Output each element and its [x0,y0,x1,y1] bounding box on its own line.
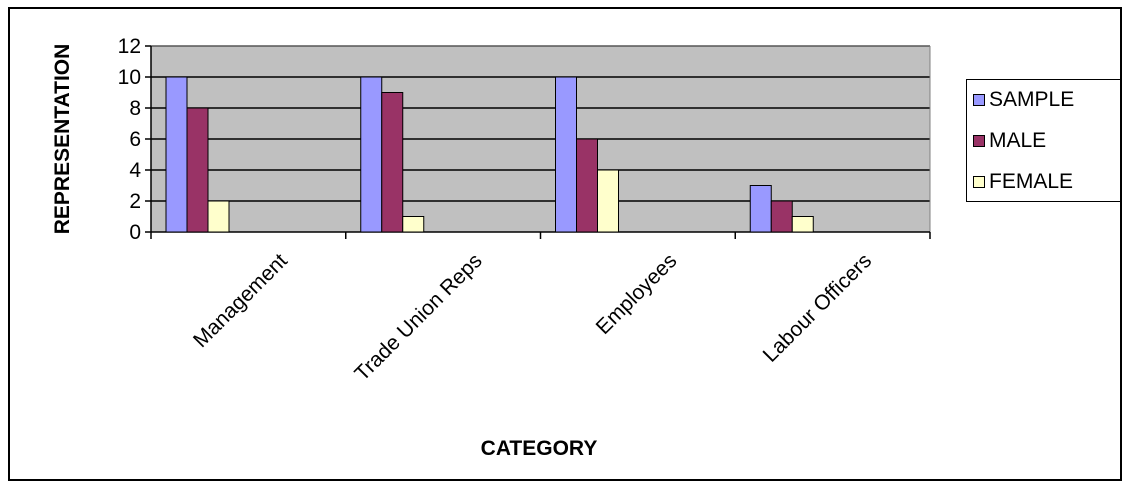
legend: SAMPLE MALE FEMALE [966,79,1121,202]
x-axis-title: CATEGORY [481,437,598,460]
x-tick-label: Management [189,249,292,352]
x-tick-label: Employees [592,249,682,339]
bar-male-trade-union-reps [381,92,404,233]
y-tick-label: 10 [118,66,141,89]
plot-area [151,45,931,232]
y-tick-label: 4 [129,159,141,182]
bars [165,76,814,233]
x-tick-label: Trade Union Reps [350,249,486,385]
legend-swatch-female [973,176,985,188]
bar-male-management [186,107,209,233]
bar-female-trade-union-reps [402,216,425,233]
x-tick-label: Labour Officers [759,249,877,367]
legend-swatch-sample [973,94,985,106]
bar-female-management [207,200,230,233]
y-tick-label: 12 [118,35,141,58]
bar-sample-management [165,76,188,233]
bar-sample-trade-union-reps [360,76,383,233]
legend-label-male: MALE [989,129,1047,152]
legend-item-sample: SAMPLE [973,85,1074,115]
legend-label-female: FEMALE [989,170,1074,193]
bar-male-labour-officers [770,200,793,233]
y-axis-title: REPRESENTATION [51,44,74,235]
y-tick-label: 6 [129,128,141,151]
y-tick-label: 8 [129,97,141,120]
bar-sample-employees [555,76,577,233]
legend-item-female: FEMALE [973,167,1073,197]
axis-labels: REPRESENTATION CATEGORY [51,44,597,460]
bar-male-employees [576,138,598,233]
y-tick-label: 2 [129,190,141,213]
y-tick-label: 0 [129,221,141,244]
legend-swatch-male [973,135,985,147]
legend-item-male: MALE [973,126,1046,156]
bar-female-employees [597,169,619,233]
bar-sample-labour-officers [749,185,772,233]
bar-female-labour-officers [791,216,814,233]
legend-label-sample: SAMPLE [989,88,1075,111]
